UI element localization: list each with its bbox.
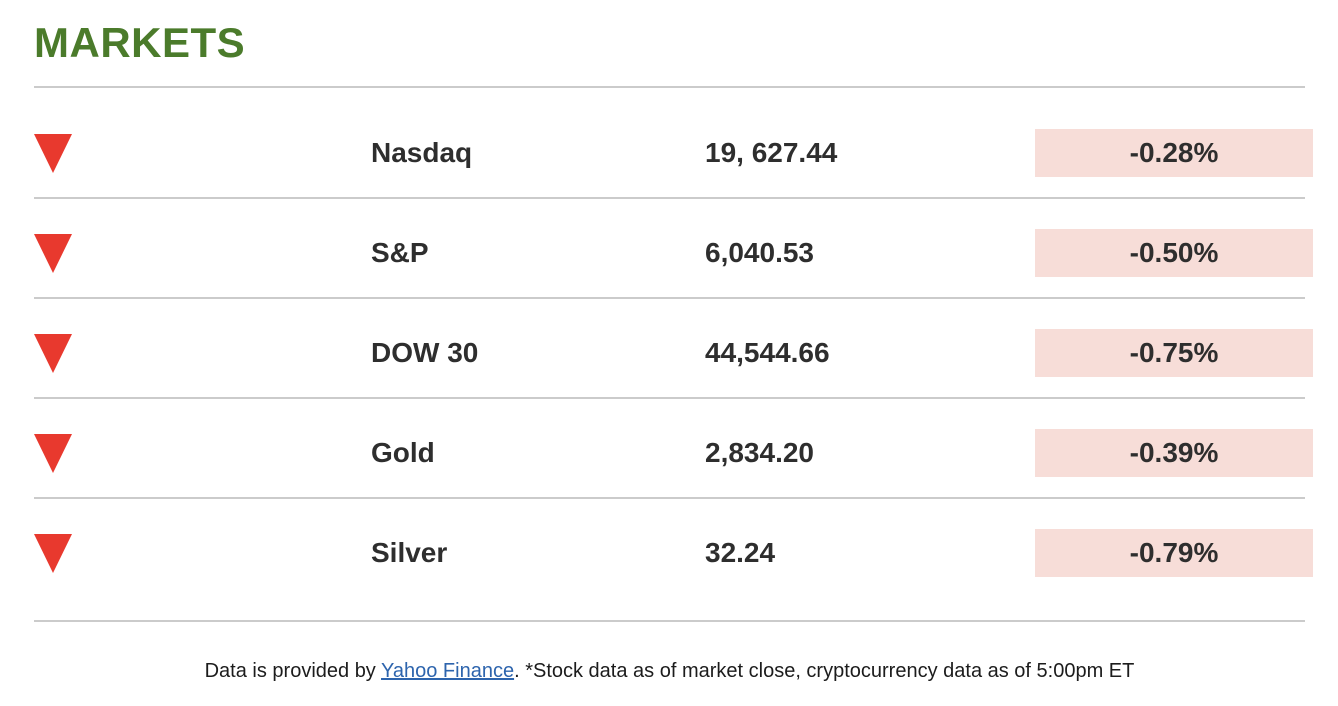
yahoo-finance-link[interactable]: Yahoo Finance [381, 660, 515, 682]
market-name: DOW 30 [371, 337, 479, 368]
market-name: Gold [371, 437, 435, 468]
down-triangle-icon [34, 233, 72, 273]
attribution-prefix: Data is provided by [204, 660, 382, 682]
markets-widget: MARKETS Nasdaq 19, 627.44 -0.28% S&P 6,0… [34, 0, 1338, 683]
divider [34, 620, 1305, 622]
market-name: Silver [371, 537, 448, 568]
down-triangle-icon [34, 533, 72, 573]
market-change-badge: -0.79% [1035, 529, 1313, 577]
market-value: 2,834.20 [705, 437, 814, 468]
market-change-badge: -0.28% [1035, 129, 1313, 177]
attribution-suffix: . *Stock data as of market close, crypto… [514, 660, 1135, 682]
market-row-silver: Silver 32.24 -0.79% [34, 499, 1313, 597]
widget-header: MARKETS [34, 0, 1338, 86]
down-triangle-icon [34, 133, 72, 173]
down-triangle-icon [34, 333, 72, 373]
market-change-badge: -0.75% [1035, 329, 1313, 377]
page-title: MARKETS [34, 19, 246, 66]
divider [34, 297, 1305, 299]
market-change-badge: -0.50% [1035, 229, 1313, 277]
market-row-nasdaq: Nasdaq 19, 627.44 -0.28% [34, 88, 1313, 197]
market-name: Nasdaq [371, 137, 473, 168]
market-value: 44,544.66 [705, 337, 830, 368]
divider [34, 86, 1305, 88]
divider [34, 397, 1305, 399]
market-value: 32.24 [705, 537, 776, 568]
divider [34, 497, 1305, 499]
market-value: 6,040.53 [705, 237, 814, 268]
data-attribution: Data is provided by Yahoo Finance. *Stoc… [34, 660, 1305, 683]
market-change-badge: -0.39% [1035, 429, 1313, 477]
market-name: S&P [371, 237, 429, 268]
down-triangle-icon [34, 433, 72, 473]
market-row-sp: S&P 6,040.53 -0.50% [34, 199, 1313, 297]
market-row-dow: DOW 30 44,544.66 -0.75% [34, 299, 1313, 397]
divider [34, 197, 1305, 199]
market-row-gold: Gold 2,834.20 -0.39% [34, 399, 1313, 497]
market-value: 19, 627.44 [705, 137, 838, 168]
